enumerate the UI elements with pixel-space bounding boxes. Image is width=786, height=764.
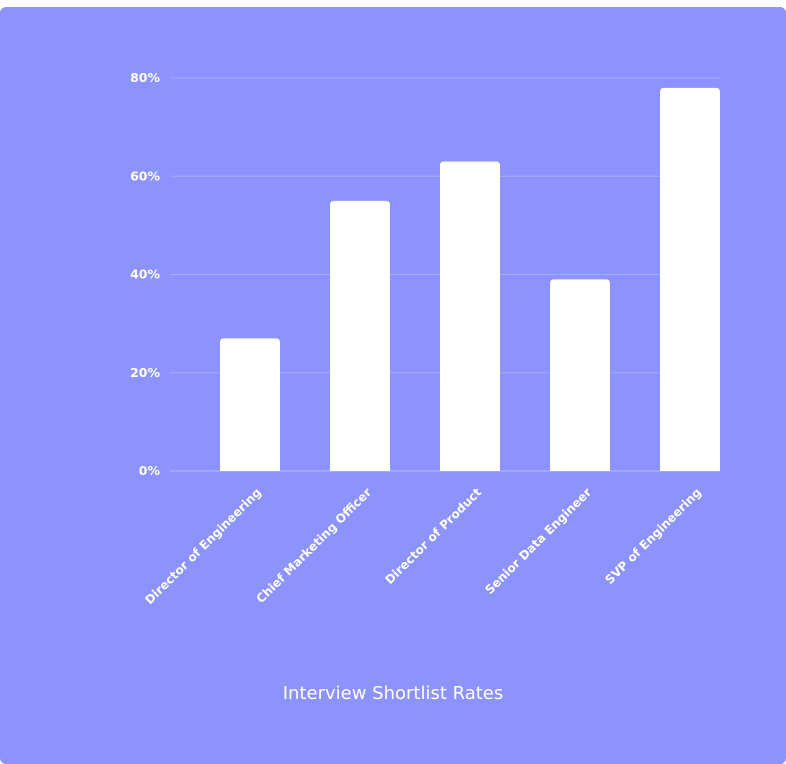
y-tick-label: 40% <box>130 267 160 282</box>
chart-title: Interview Shortlist Rates <box>282 683 504 704</box>
y-tick-label: 60% <box>130 168 160 183</box>
y-tick-label: 80% <box>130 70 160 85</box>
x-category-label: Director of Engineering <box>142 485 264 607</box>
bar <box>550 279 610 471</box>
x-category-label: Senior Data Engineer <box>482 485 594 597</box>
y-axis-ticks: 0% 20% 40% 60% 80% <box>130 70 160 478</box>
x-category-label: SVP of Engineering <box>602 485 704 587</box>
bar <box>440 161 500 471</box>
bar <box>660 87 720 471</box>
y-tick-label: 20% <box>130 365 160 380</box>
x-category-label: Director of Product <box>382 485 484 587</box>
bar <box>330 200 390 471</box>
y-tick-label: 0% <box>139 463 161 478</box>
x-category-label: Chief Marketing Officer <box>253 485 374 606</box>
bars <box>220 87 720 471</box>
chart-card <box>0 7 786 764</box>
bar <box>220 338 280 471</box>
